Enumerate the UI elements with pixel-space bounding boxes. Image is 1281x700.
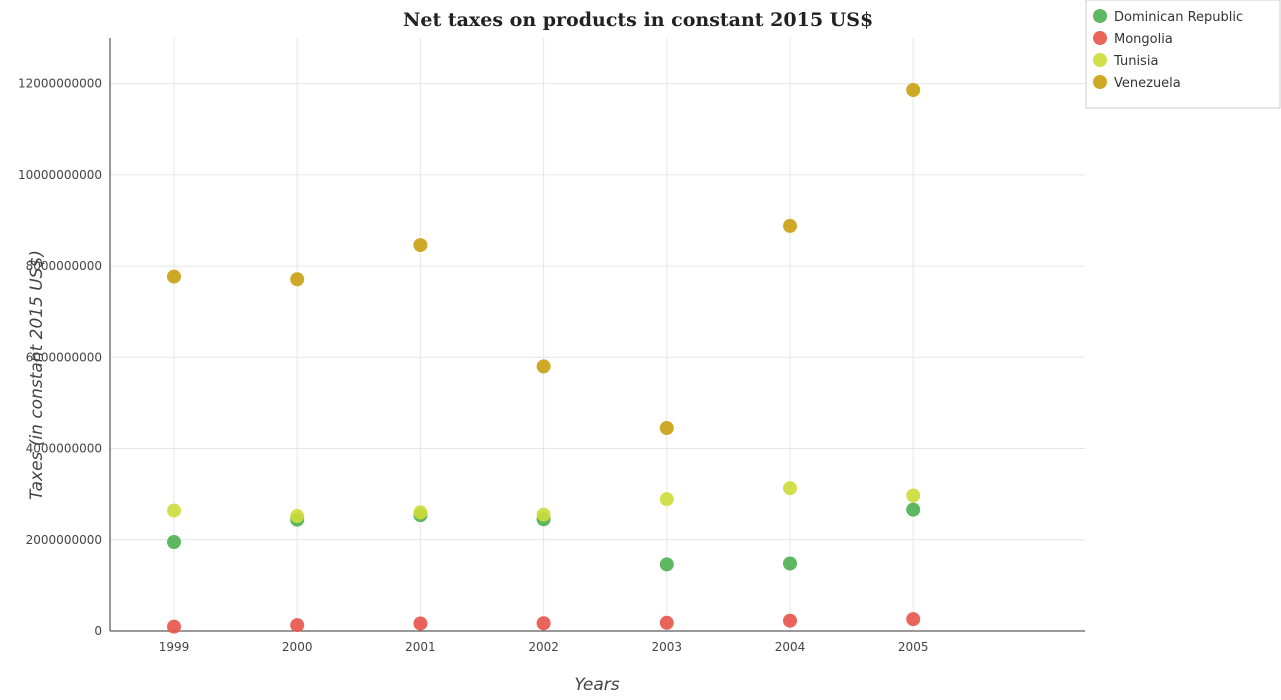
point-venezuela-2005 xyxy=(906,83,921,98)
point-tunisia-2004 xyxy=(783,481,797,496)
point-venezuela-2002 xyxy=(536,359,551,374)
x-axis-label: Years xyxy=(574,675,619,695)
legend-marker xyxy=(1093,9,1107,23)
legend-marker xyxy=(1093,31,1107,45)
x-tick-label: 1999 xyxy=(159,640,190,654)
x-tick-label: 2000 xyxy=(282,640,313,654)
legend-label: Venezuela xyxy=(1114,76,1181,91)
data-points xyxy=(167,83,921,634)
gridlines xyxy=(110,38,1085,632)
point-venezuela-2000 xyxy=(290,272,305,287)
point-mongolia-2002 xyxy=(536,616,551,631)
y-tick-labels: 0 2000000000 4000000000 6000000000 800000000… xyxy=(18,77,102,638)
point-tunisia-2001 xyxy=(413,505,428,520)
point-venezuela-2001 xyxy=(413,238,428,253)
point-dominican-republic-2003 xyxy=(659,557,674,572)
point-venezuela-1999 xyxy=(167,269,181,284)
point-mongolia-2003 xyxy=(659,615,674,630)
y-axis-label: Taxes (in constant 2015 US$) xyxy=(27,250,47,500)
point-tunisia-2000 xyxy=(290,509,305,524)
point-mongolia-2001 xyxy=(413,616,428,631)
legend-marker xyxy=(1093,53,1107,67)
legend-label: Mongolia xyxy=(1114,32,1173,47)
legend-marker xyxy=(1093,75,1107,89)
y-tick-label: 10000000000 xyxy=(18,168,102,182)
point-mongolia-2004 xyxy=(783,613,797,628)
axes xyxy=(109,38,1085,632)
x-tick-label: 2003 xyxy=(652,640,683,654)
point-mongolia-1999 xyxy=(167,619,181,634)
point-tunisia-2002 xyxy=(536,507,551,522)
y-tick-label: 2000000000 xyxy=(26,533,102,547)
x-tick-label: 2004 xyxy=(775,640,806,654)
x-tick-label: 2001 xyxy=(405,640,436,654)
point-tunisia-1999 xyxy=(167,503,181,518)
point-mongolia-2000 xyxy=(290,618,305,633)
point-dominican-republic-2005 xyxy=(906,502,921,517)
y-tick-label: 4000000000 xyxy=(26,442,102,456)
y-tick-label: 12000000000 xyxy=(18,77,102,91)
y-tick-label: 6000000000 xyxy=(26,350,102,364)
point-dominican-republic-2004 xyxy=(783,556,797,571)
legend-box xyxy=(1085,0,1281,109)
point-dominican-republic-1999 xyxy=(167,535,181,550)
x-tick-label: 2002 xyxy=(528,640,559,654)
x-tick-labels: 1999 2000 2001 2002 2003 2004 2005 xyxy=(159,640,929,654)
legend-label: Tunisia xyxy=(1113,54,1158,69)
point-venezuela-2003 xyxy=(659,421,674,436)
point-tunisia-2005 xyxy=(906,488,921,503)
point-mongolia-2005 xyxy=(906,612,921,627)
point-venezuela-2004 xyxy=(783,218,797,233)
legend-label: Dominican Republic xyxy=(1114,10,1243,25)
y-tick-label: 8000000000 xyxy=(26,259,102,273)
legend: Dominican Republic Mongolia Tunisia Venezue… xyxy=(1085,0,1281,109)
point-tunisia-2003 xyxy=(659,492,674,507)
chart-title: Net taxes on products in constant 2015 U… xyxy=(403,9,873,31)
x-tick-label: 2005 xyxy=(898,640,929,654)
y-tick-label: 0 xyxy=(94,624,102,638)
